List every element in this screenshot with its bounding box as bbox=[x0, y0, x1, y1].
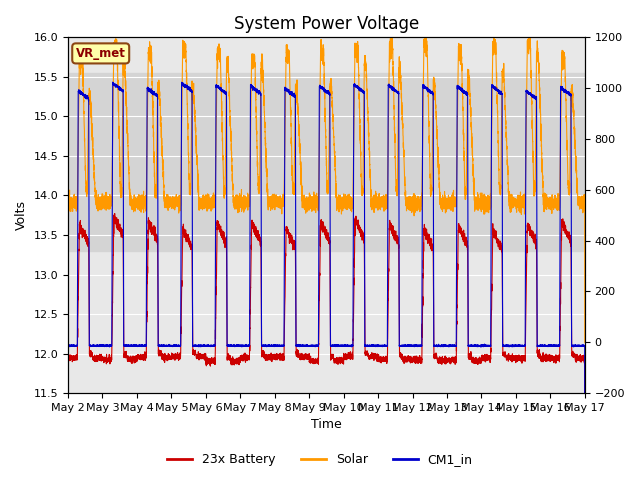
Y-axis label: Volts: Volts bbox=[15, 200, 28, 230]
Bar bbox=[68, 73, 585, 251]
X-axis label: Time: Time bbox=[311, 419, 342, 432]
Text: VR_met: VR_met bbox=[76, 47, 125, 60]
Title: System Power Voltage: System Power Voltage bbox=[234, 15, 419, 33]
Legend: 23x Battery, Solar, CM1_in: 23x Battery, Solar, CM1_in bbox=[163, 448, 477, 471]
